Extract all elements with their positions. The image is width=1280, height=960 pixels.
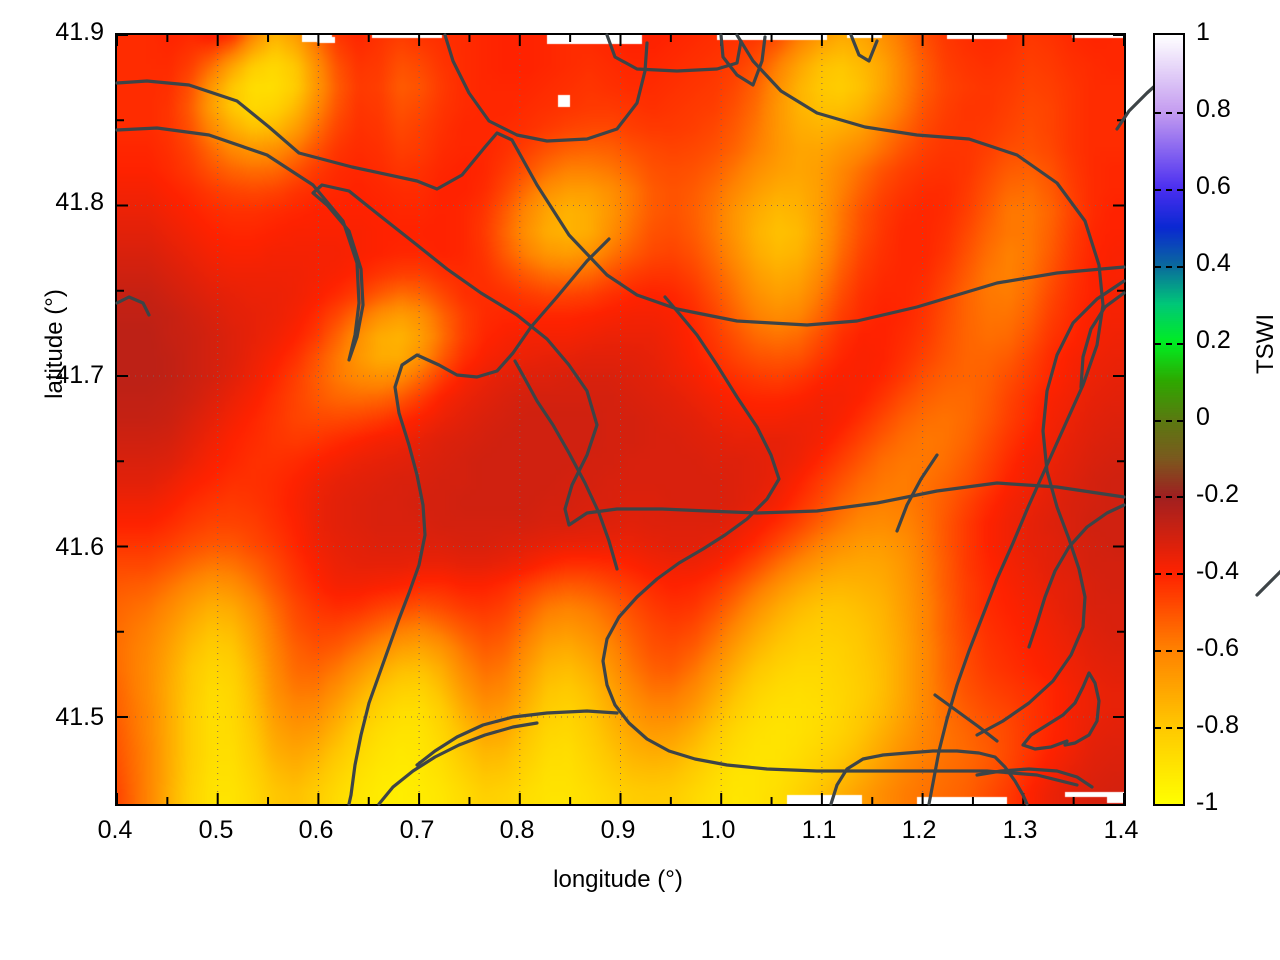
colorbar-tick-label: 1: [1196, 18, 1210, 46]
colorbar-tick-mark: [1155, 188, 1183, 191]
y-tick-label: 41.7: [55, 361, 104, 389]
x-tick-label: 1.2: [901, 816, 937, 844]
x-tick-label: 0.4: [97, 816, 133, 844]
x-axis-label: longitude (°): [553, 866, 683, 893]
x-tick-label: 1.0: [700, 816, 736, 844]
x-tick-label: 0.9: [600, 816, 636, 844]
colorbar-tick-mark: [1155, 265, 1183, 268]
y-tick-label: 41.9: [55, 18, 104, 46]
x-tick-label: 0.5: [198, 816, 234, 844]
colorbar-tick-label: -0.6: [1196, 634, 1240, 662]
y-tick-label: 41.5: [55, 703, 104, 731]
x-tick-label: 1.1: [801, 816, 837, 844]
colorbar-tick-label: 0: [1196, 403, 1210, 431]
colorbar-tick-label: -1: [1196, 788, 1219, 816]
colorbar-tick-mark: [1155, 573, 1183, 576]
y-axis-tick-labels: 41.9 41.8 41.7 41.6 41.5: [0, 0, 104, 960]
x-tick-label: 0.6: [298, 816, 334, 844]
colorbar-tick-mark: [1155, 111, 1183, 114]
plot-area[interactable]: [115, 33, 1280, 806]
colorbar-tick-label: -0.8: [1196, 711, 1240, 739]
colorbar-tick-label: -0.4: [1196, 557, 1240, 585]
colorbar-tick-mark: [1155, 727, 1183, 730]
colorbar-tick-label: 0.2: [1196, 326, 1231, 354]
colorbar-title: TSWI: [1252, 314, 1279, 374]
x-tick-label: 1.4: [1103, 816, 1139, 844]
colorbar-tick-mark: [1155, 496, 1183, 499]
colorbar-tick-label: 0.4: [1196, 249, 1231, 277]
x-tick-label: 0.7: [399, 816, 435, 844]
colorbar-tick-mark: [1155, 650, 1183, 653]
colorbar-tick-mark: [1155, 342, 1183, 345]
colorbar-tick-mark: [1155, 419, 1183, 422]
contour-overlay: [115, 33, 1280, 806]
y-axis-label: latitude (°): [41, 289, 68, 399]
x-tick-label: 0.8: [499, 816, 535, 844]
y-tick-label: 41.6: [55, 533, 104, 561]
colorbar-tick-label: 0.8: [1196, 95, 1231, 123]
colorbar-ticks: [1155, 35, 1183, 804]
x-tick-label: 1.3: [1002, 816, 1038, 844]
colorbar-tick-label: 0.6: [1196, 172, 1231, 200]
colorbar[interactable]: [1153, 33, 1185, 806]
colorbar-tick-label: -0.2: [1196, 480, 1240, 508]
grid-lines: [117, 35, 1124, 804]
y-tick-label: 41.8: [55, 188, 104, 216]
